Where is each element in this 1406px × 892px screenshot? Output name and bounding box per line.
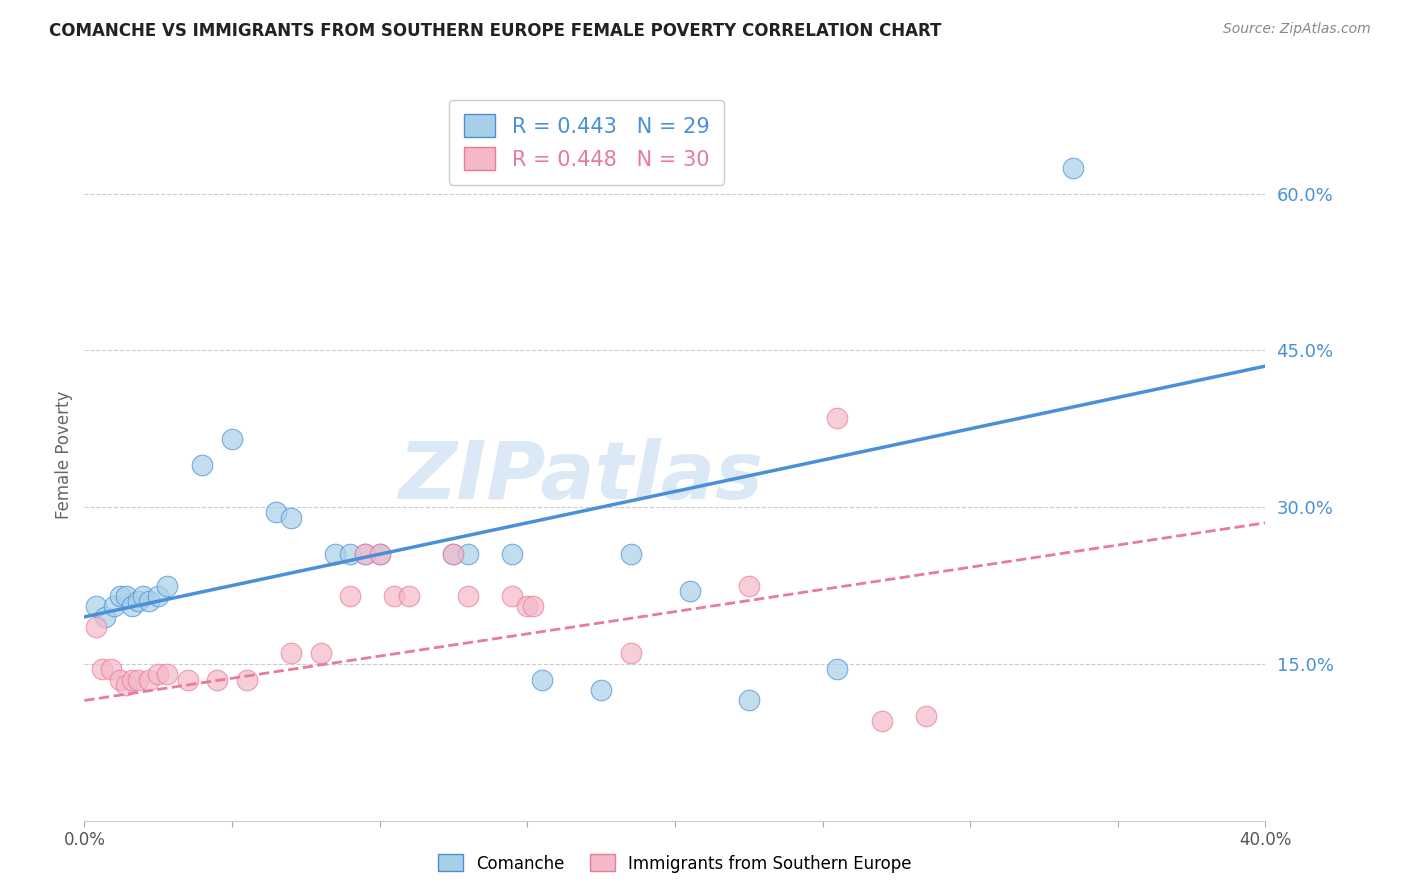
Legend: Comanche, Immigrants from Southern Europe: Comanche, Immigrants from Southern Europ… <box>432 847 918 880</box>
Point <box>738 578 761 592</box>
Point <box>619 647 641 661</box>
Point <box>457 589 479 603</box>
Point <box>914 709 936 723</box>
Point <box>530 673 553 687</box>
Point <box>148 589 170 603</box>
Point <box>354 547 377 561</box>
Point <box>264 505 288 519</box>
Point <box>191 458 214 473</box>
Point <box>221 432 243 446</box>
Point <box>501 589 523 603</box>
Y-axis label: Female Poverty: Female Poverty <box>55 391 73 519</box>
Point <box>522 599 544 614</box>
Point <box>108 589 131 603</box>
Point <box>870 714 893 729</box>
Point <box>177 673 200 687</box>
Point <box>103 599 125 614</box>
Point <box>127 673 149 687</box>
Point <box>441 547 464 561</box>
Point <box>138 673 160 687</box>
Point <box>121 673 143 687</box>
Point <box>280 510 302 524</box>
Point <box>156 667 179 681</box>
Point <box>501 547 523 561</box>
Legend: R = 0.443   N = 29, R = 0.448   N = 30: R = 0.443 N = 29, R = 0.448 N = 30 <box>449 100 724 185</box>
Point <box>368 547 391 561</box>
Point <box>457 547 479 561</box>
Point <box>738 693 761 707</box>
Point <box>1063 161 1085 175</box>
Text: ZIPatlas: ZIPatlas <box>398 438 763 516</box>
Point <box>827 662 849 676</box>
Point <box>94 610 117 624</box>
Point <box>236 673 259 687</box>
Point <box>100 662 122 676</box>
Point <box>339 589 361 603</box>
Point <box>84 599 107 614</box>
Point <box>132 589 155 603</box>
Point <box>591 683 613 698</box>
Point <box>121 599 143 614</box>
Point <box>148 667 170 681</box>
Point <box>354 547 377 561</box>
Point <box>84 620 107 634</box>
Point <box>323 547 347 561</box>
Point <box>127 594 149 608</box>
Point <box>619 547 641 561</box>
Text: Source: ZipAtlas.com: Source: ZipAtlas.com <box>1223 22 1371 37</box>
Point <box>368 547 391 561</box>
Point <box>114 589 136 603</box>
Point <box>398 589 420 603</box>
Point <box>114 678 136 692</box>
Point <box>382 589 406 603</box>
Point <box>156 578 179 592</box>
Point <box>280 647 302 661</box>
Text: COMANCHE VS IMMIGRANTS FROM SOUTHERN EUROPE FEMALE POVERTY CORRELATION CHART: COMANCHE VS IMMIGRANTS FROM SOUTHERN EUR… <box>49 22 942 40</box>
Point <box>91 662 114 676</box>
Point <box>678 583 700 598</box>
Point <box>309 647 332 661</box>
Point <box>205 673 228 687</box>
Point <box>441 547 464 561</box>
Point <box>516 599 538 614</box>
Point <box>138 594 160 608</box>
Point <box>339 547 361 561</box>
Point <box>827 411 849 425</box>
Point <box>108 673 131 687</box>
